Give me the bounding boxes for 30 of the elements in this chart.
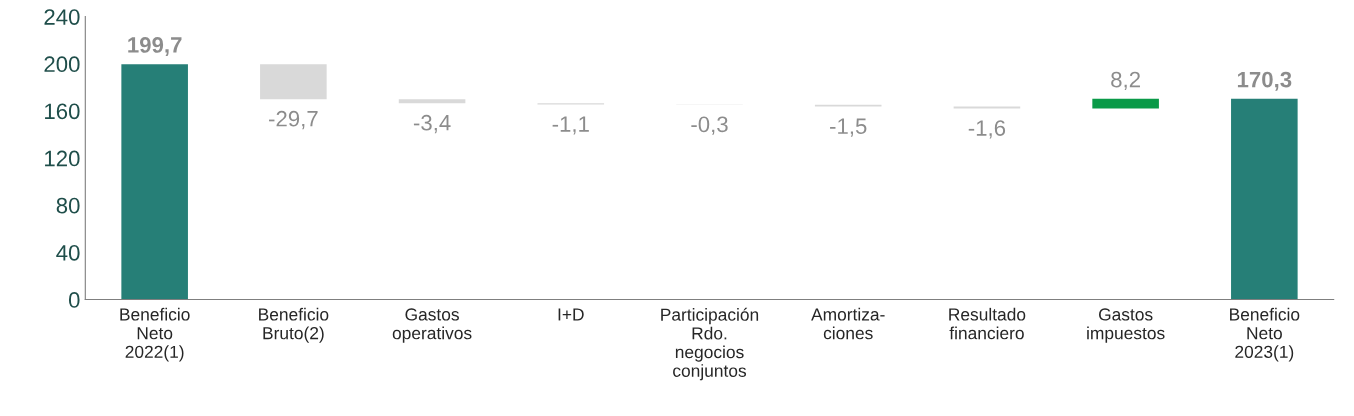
y-tick-label: 200 — [44, 56, 80, 73]
bar — [1231, 98, 1298, 300]
y-tick-label: 80 — [56, 197, 80, 214]
y-tick-label: 240 — [44, 9, 80, 25]
data-label: -29,7 — [269, 110, 318, 130]
y-tick-label: 120 — [45, 150, 80, 167]
x-tick-label: Amortiza- ciones — [811, 307, 885, 340]
x-tick-label: Gastos operativos — [392, 308, 472, 343]
bar — [260, 64, 327, 100]
x-tick-label: Beneficio Neto 2022(1) — [120, 307, 190, 362]
data-label: -1,6 — [968, 120, 1006, 139]
x-tick-label: Beneficio Bruto(2) — [259, 307, 329, 343]
x-tick-label: Beneficio Neto 2023(1) — [1230, 307, 1300, 362]
bar — [398, 99, 466, 104]
y-tick-label: 0 — [68, 292, 80, 308]
data-label: 170,3 — [1237, 71, 1292, 91]
x-tick-label: Gastos impuestos — [1087, 308, 1165, 343]
y-tick-label: 160 — [45, 103, 80, 120]
data-label: -1,5 — [830, 118, 867, 137]
bar — [1092, 98, 1159, 109]
data-label: 8,2 — [1111, 71, 1140, 91]
bar — [121, 64, 188, 300]
data-label: 199,7 — [128, 37, 182, 57]
data-label: -1,1 — [552, 116, 589, 135]
x-tick-label: Resultado financiero — [949, 307, 1026, 340]
x-tick-label: Participación Rdo. negocios conjuntos — [661, 307, 759, 381]
data-label: -0,3 — [691, 116, 728, 135]
x-tick-label: I+D — [558, 308, 584, 321]
y-tick-label: 40 — [56, 244, 80, 261]
data-label: -3,4 — [413, 114, 451, 134]
